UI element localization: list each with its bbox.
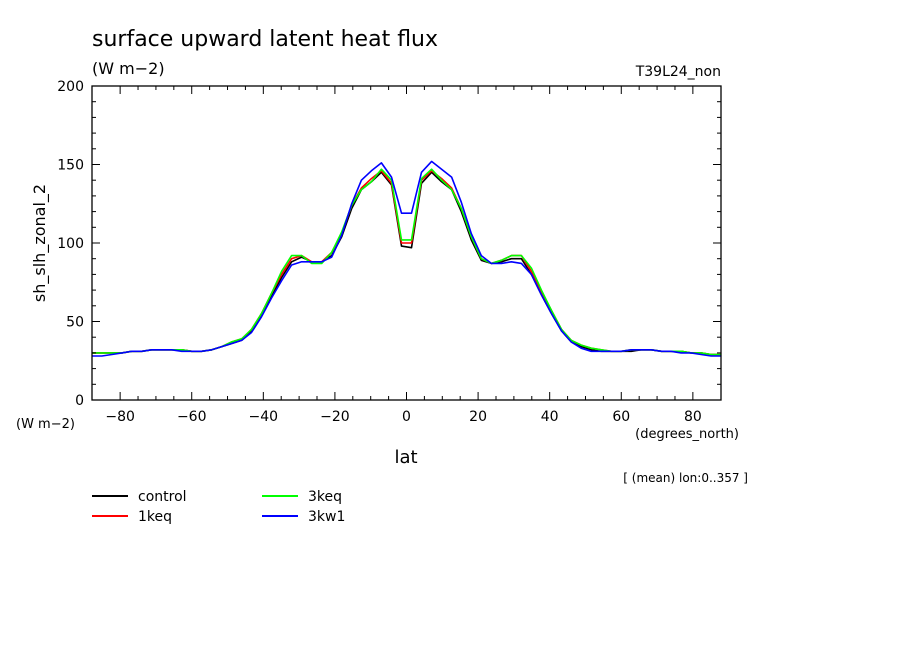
y-tick-label: 50 [66,315,84,331]
x-tick-label: −40 [249,409,279,425]
plot-marks [92,160,721,357]
x-tick-label: 80 [684,409,702,425]
tick-labels: −80 −60 −40 −20 0 20 40 60 80 0 50 100 150 200 [57,79,702,425]
x-axis-label: lat [394,447,417,468]
y-axis-units: (W m−2) [16,417,75,432]
series-line-3kw1 [92,160,721,357]
series-line-3keq [92,168,721,356]
legend-label-control: control [138,489,187,505]
x-tick-label: 40 [541,409,559,425]
legend: control 1keq 3keq 3kw1 [92,489,345,525]
run-label: T39L24_non [635,64,721,80]
y-tick-label: 0 [75,393,84,409]
series-line-control [92,171,721,356]
legend-item-1keq: 1keq [92,509,172,525]
legend-item-3kw1: 3kw1 [262,509,345,525]
y-tick-label: 150 [57,158,84,174]
x-tick-label: −80 [105,409,135,425]
y-tick-label: 100 [57,236,84,252]
chart-title: surface upward latent heat flux [92,27,438,52]
x-tick-label: −60 [177,409,207,425]
plot-frame [91,85,722,401]
x-tick-label: 20 [469,409,487,425]
x-axis-units: (degrees_north) [635,427,739,442]
chart-subtitle: (W m−2) [92,59,165,78]
y-tick-label: 200 [57,79,84,95]
x-tick-label: −20 [320,409,350,425]
y-axis-label: sh_slh_zonal_2 [30,184,50,302]
legend-item-3keq: 3keq [262,489,342,505]
tick-marks [92,85,721,401]
legend-label-3kw1: 3kw1 [308,509,345,525]
mean-note: [ (mean) lon:0..357 ] [623,471,748,485]
legend-label-3keq: 3keq [308,489,342,505]
x-tick-label: 0 [402,409,411,425]
x-tick-label: 60 [612,409,630,425]
legend-label-1keq: 1keq [138,509,172,525]
series-line-1keq [92,170,721,356]
legend-item-control: control [92,489,187,505]
